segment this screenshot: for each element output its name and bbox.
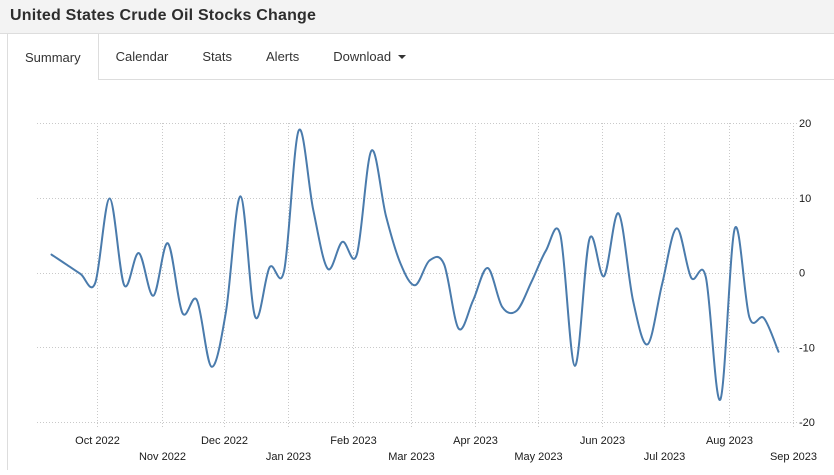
- tab-stats[interactable]: Stats: [202, 49, 233, 64]
- title-bar: United States Crude Oil Stocks Change: [0, 0, 834, 34]
- svg-text:Jun 2023: Jun 2023: [580, 435, 625, 447]
- svg-text:-20: -20: [799, 417, 815, 429]
- svg-text:10: 10: [799, 193, 811, 205]
- svg-text:20: 20: [799, 118, 811, 130]
- svg-text:Feb 2023: Feb 2023: [330, 435, 376, 447]
- tab-alerts[interactable]: Alerts: [266, 49, 300, 64]
- svg-text:Jul 2023: Jul 2023: [644, 451, 686, 463]
- svg-text:Sep 2023: Sep 2023: [770, 451, 817, 463]
- svg-text:Aug 2023: Aug 2023: [706, 435, 753, 447]
- page-title: United States Crude Oil Stocks Change: [10, 7, 317, 24]
- tab-bar: Summary Calendar Stats Alerts Download: [7, 34, 834, 80]
- caret-down-icon: [398, 54, 407, 59]
- svg-text:0: 0: [799, 268, 805, 280]
- svg-text:Oct 2022: Oct 2022: [75, 435, 120, 447]
- tab-calendar[interactable]: Calendar: [115, 49, 169, 64]
- svg-text:Nov 2022: Nov 2022: [139, 451, 186, 463]
- svg-text:Jan 2023: Jan 2023: [266, 451, 311, 463]
- svg-text:Dec 2022: Dec 2022: [201, 435, 248, 447]
- tab-summary[interactable]: Summary: [7, 34, 99, 80]
- panel-left-border: [7, 34, 8, 470]
- tab-download-label: Download: [333, 49, 392, 64]
- svg-text:Mar 2023: Mar 2023: [388, 451, 434, 463]
- svg-text:May 2023: May 2023: [514, 451, 562, 463]
- tab-download[interactable]: Download: [316, 34, 423, 79]
- svg-text:-10: -10: [799, 342, 815, 354]
- crude-oil-stocks-line-chart[interactable]: 20 10 0 -10 -20 Oct 2022 Nov 2022 Dec 2022 Jan 2…: [0, 80, 834, 470]
- svg-text:Apr 2023: Apr 2023: [453, 435, 498, 447]
- chart-area: 20 10 0 -10 -20 Oct 2022 Nov 2022 Dec 2022 Jan 2…: [0, 80, 834, 470]
